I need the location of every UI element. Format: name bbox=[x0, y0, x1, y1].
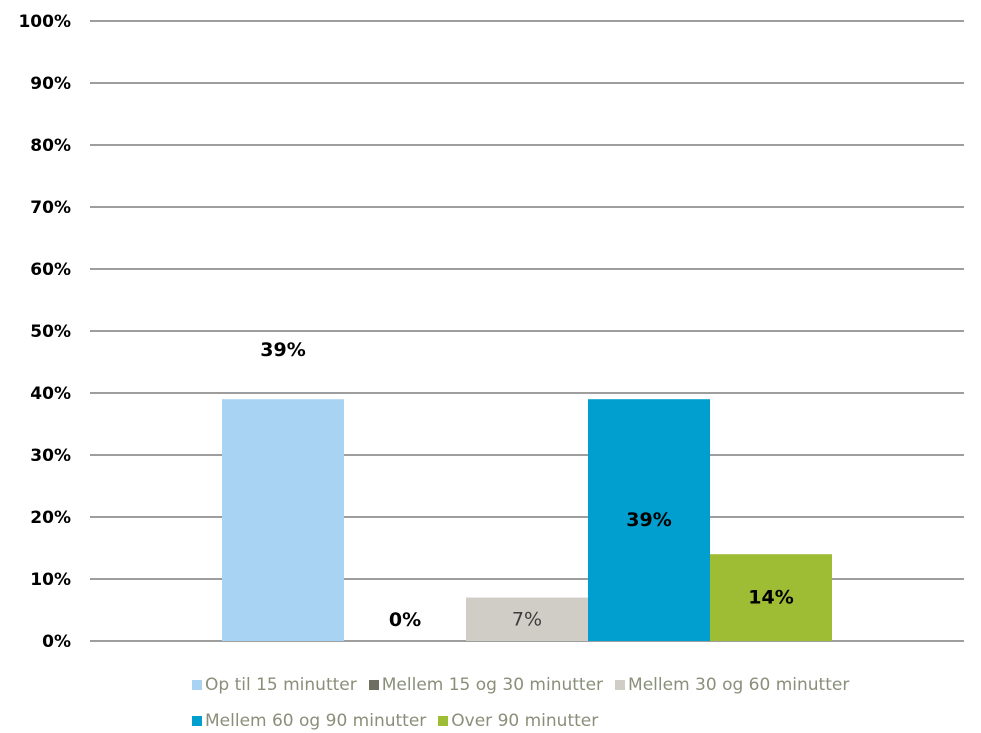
bar bbox=[466, 597, 588, 641]
legend-item: Over 90 minutter bbox=[438, 709, 598, 733]
y-tick-label: 10% bbox=[30, 570, 71, 590]
legend-swatch bbox=[438, 716, 449, 726]
legend-swatch bbox=[368, 680, 379, 690]
y-tick-label: 80% bbox=[30, 136, 71, 156]
legend-item: Mellem 60 og 90 minutter bbox=[192, 709, 426, 733]
data-labels: 39% 0% 7% 39% 14% bbox=[260, 339, 793, 631]
legend-label: Over 90 minutter bbox=[451, 711, 599, 731]
legend-swatch bbox=[192, 680, 202, 690]
y-tick-label: 20% bbox=[30, 508, 71, 528]
y-tick-label: 50% bbox=[30, 322, 71, 342]
legend-item: Op til 15 minutter bbox=[192, 673, 357, 697]
data-label: 0% bbox=[389, 609, 421, 631]
y-tick-label: 90% bbox=[30, 74, 71, 94]
legend-label: Mellem 15 og 30 minutter bbox=[381, 675, 604, 695]
y-tick-label: 0% bbox=[42, 632, 71, 652]
gridlines bbox=[90, 20, 964, 642]
legend-item: Mellem 15 og 30 minutter bbox=[368, 673, 604, 697]
legend-swatch bbox=[192, 716, 202, 726]
legend-label: Mellem 60 og 90 minutter bbox=[205, 711, 427, 731]
y-tick-label: 30% bbox=[30, 446, 71, 466]
data-label: 39% bbox=[626, 509, 671, 531]
bar bbox=[222, 399, 344, 641]
y-tick-label: 100% bbox=[18, 12, 71, 32]
legend-swatch bbox=[615, 680, 626, 690]
legend-label: Mellem 30 og 60 minutter bbox=[628, 675, 850, 695]
data-label: 39% bbox=[260, 339, 305, 361]
data-label: 7% bbox=[512, 608, 542, 630]
legend-label: Op til 15 minutter bbox=[205, 675, 357, 695]
y-axis-ticks: 0% 10% 20% 30% 40% 50% 60% 70% 80% 90% 100% bbox=[18, 12, 71, 652]
legend-item: Mellem 30 og 60 minutter bbox=[615, 673, 849, 697]
legend: Op til 15 minutter Mellem 15 og 30 minutt… bbox=[192, 673, 981, 733]
data-label: 14% bbox=[748, 587, 793, 609]
bars bbox=[222, 399, 832, 641]
y-tick-label: 70% bbox=[30, 198, 71, 218]
bar bbox=[588, 399, 710, 641]
y-tick-label: 40% bbox=[30, 384, 71, 404]
bar bbox=[710, 554, 832, 641]
y-tick-label: 60% bbox=[30, 260, 71, 280]
